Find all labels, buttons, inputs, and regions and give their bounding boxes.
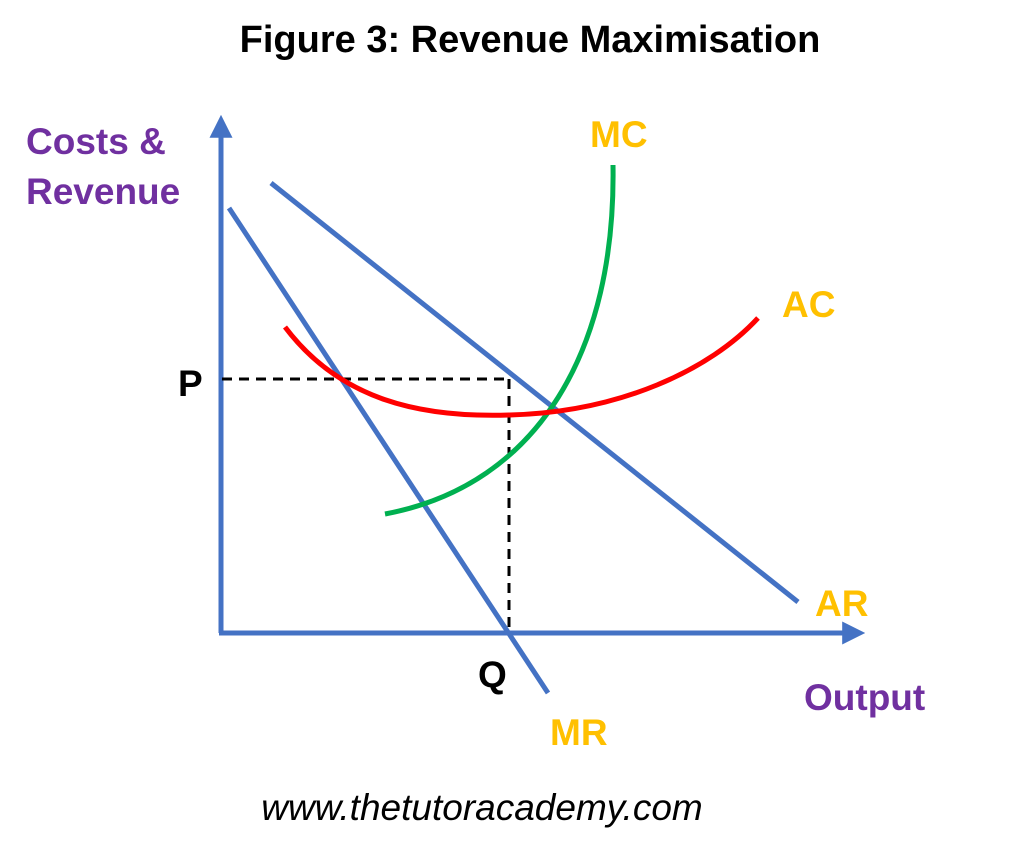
ac-curve	[283, 316, 760, 418]
mc-label: MC	[590, 114, 648, 155]
x-axis-label: Output	[804, 677, 925, 718]
mr-curve	[226, 206, 551, 695]
ar-label: AR	[815, 583, 868, 624]
ar-curve	[269, 181, 800, 604]
mr-label: MR	[550, 712, 608, 753]
price-label: P	[178, 363, 203, 404]
ac-label: AC	[782, 284, 835, 325]
y-axis-label-line1: Costs &	[26, 121, 166, 162]
mc-curve	[384, 164, 616, 517]
y-axis-label-line2: Revenue	[26, 171, 180, 212]
figure-title: Figure 3: Revenue Maximisation	[240, 19, 821, 61]
quantity-label: Q	[478, 654, 507, 695]
website-footer: www.thetutoracademy.com	[261, 787, 702, 828]
